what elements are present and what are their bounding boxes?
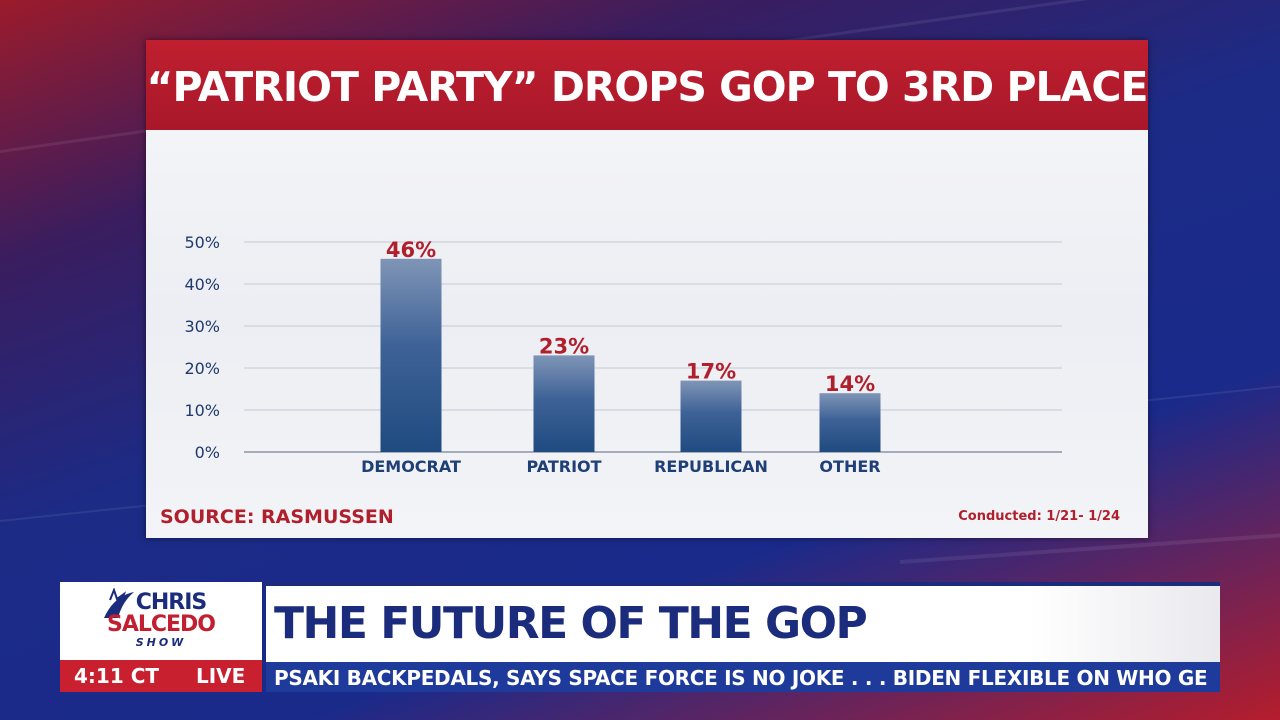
- y-axis-ticks: 0% 10% 20% 30% 40% 50%: [184, 233, 220, 462]
- value-label: 46%: [386, 238, 436, 262]
- y-tick-label: 50%: [184, 233, 220, 252]
- value-label: 14%: [825, 372, 875, 396]
- category-labels: DEMOCRAT PATRIOT REPUBLICAN OTHER: [361, 457, 881, 476]
- value-label: 23%: [539, 334, 589, 358]
- category-label: PATRIOT: [526, 457, 601, 476]
- headline: THE FUTURE OF THE GOP: [274, 598, 868, 649]
- y-tick-label: 20%: [184, 359, 220, 378]
- news-ticker: PSAKI BACKPEDALS, SAYS SPACE FORCE IS NO…: [266, 662, 1220, 692]
- bar-democrat: [380, 258, 442, 452]
- y-tick-label: 10%: [184, 401, 220, 420]
- chart-title: “PATRIOT PARTY” DROPS GOP TO 3RD PLACE: [146, 63, 1149, 111]
- headline-accent: [266, 582, 1220, 586]
- bars: [380, 258, 881, 452]
- show-name-line1: CHRIS: [135, 590, 208, 615]
- bar-chart: 0% 10% 20% 30% 40% 50% 46% 23% 17% 14% DEMOCRAT P…: [184, 233, 1062, 476]
- ticker-text: PSAKI BACKPEDALS, SAYS SPACE FORCE IS NO…: [274, 666, 1208, 690]
- show-name-line2: SALCEDO: [106, 612, 216, 637]
- show-name-line3: SHOW: [135, 636, 187, 649]
- show-logo: CHRIS SALCEDO SHOW: [60, 582, 262, 660]
- bar-patriot: [533, 355, 595, 452]
- source-note: SOURCE: RASMUSSEN: [160, 506, 394, 528]
- bar-other: [819, 393, 881, 452]
- category-label: OTHER: [819, 457, 880, 476]
- conducted-note: Conducted: 1/21- 1/24: [958, 509, 1120, 524]
- chart-panel: “PATRIOT PARTY” DROPS GOP TO 3RD PLACE 0…: [146, 40, 1148, 538]
- clock: 4:11 CT: [74, 664, 160, 688]
- liberty-icon: [104, 588, 134, 618]
- value-label: 17%: [686, 360, 736, 384]
- y-tick-label: 0%: [195, 443, 220, 462]
- time-bar: 4:11 CT LIVE: [60, 660, 262, 692]
- value-labels: 46% 23% 17% 14%: [386, 238, 875, 396]
- headline-bar: THE FUTURE OF THE GOP: [266, 582, 1220, 662]
- gridlines: [244, 241, 1062, 453]
- live-badge: LIVE: [196, 664, 246, 688]
- y-tick-label: 30%: [184, 317, 220, 336]
- chart-title-bar: [146, 40, 1148, 130]
- category-label: REPUBLICAN: [654, 457, 768, 476]
- category-label: DEMOCRAT: [361, 457, 461, 476]
- y-tick-label: 40%: [184, 275, 220, 294]
- bar-republican: [680, 380, 742, 452]
